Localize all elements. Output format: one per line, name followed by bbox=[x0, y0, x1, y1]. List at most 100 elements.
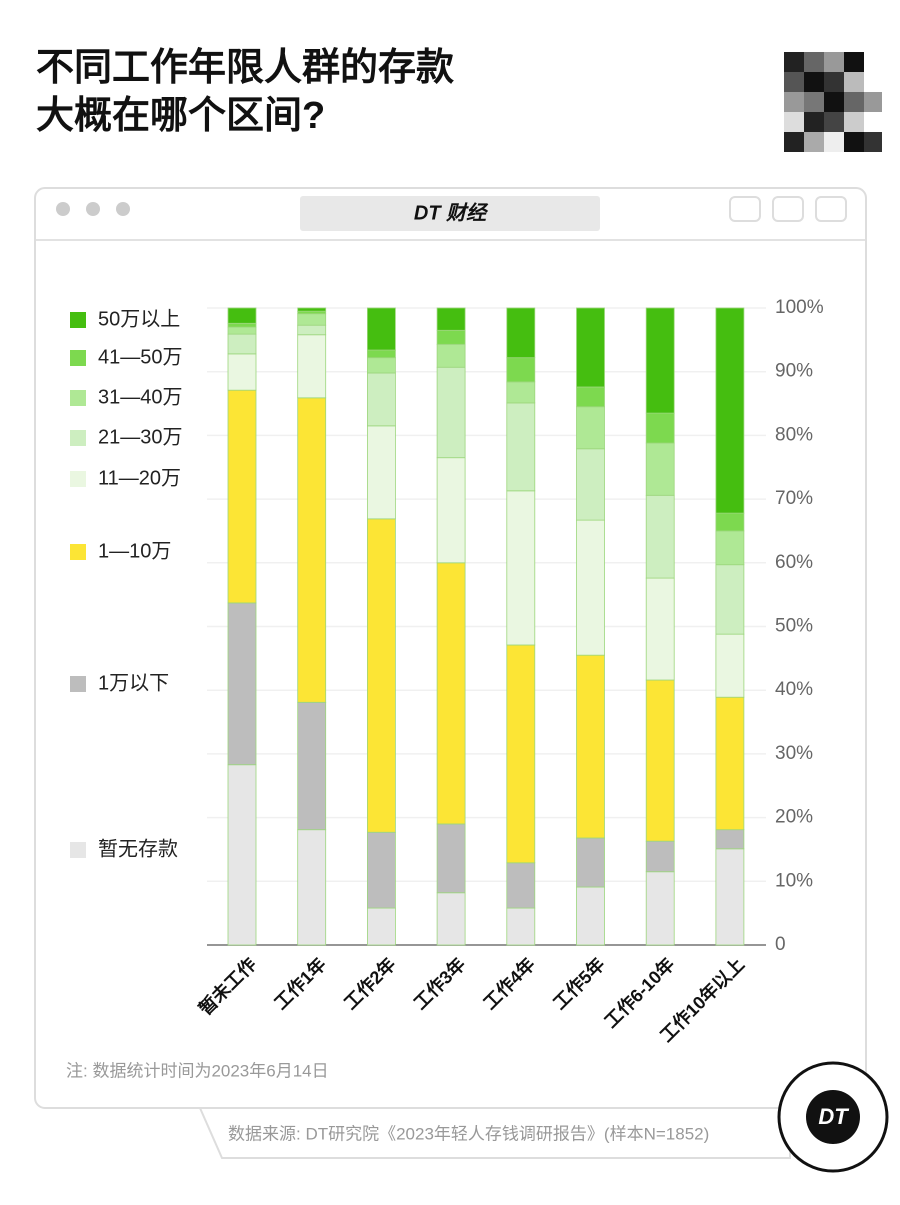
y-tick-label: 60% bbox=[775, 552, 813, 573]
bar-segment bbox=[645, 494, 675, 579]
bar-segment bbox=[715, 696, 745, 831]
bar-segment bbox=[227, 326, 257, 335]
bar-segment bbox=[506, 307, 536, 359]
address-bar bbox=[300, 196, 600, 231]
y-tick-label: 10% bbox=[775, 870, 813, 891]
bar-segment bbox=[576, 386, 605, 408]
bar-segment bbox=[715, 848, 745, 946]
bar-segment bbox=[715, 512, 745, 532]
bar-segment bbox=[506, 644, 536, 864]
bar-segment bbox=[436, 892, 466, 946]
bar-segment bbox=[715, 633, 745, 698]
title-line: 不同工作年限人群的存款 bbox=[36, 47, 454, 89]
window-button[interactable] bbox=[86, 202, 100, 216]
window-button[interactable] bbox=[56, 202, 70, 216]
window-icon[interactable] bbox=[815, 196, 847, 222]
bar-segment bbox=[506, 490, 536, 646]
y-tick-label: 0 bbox=[775, 934, 786, 955]
bar-segment bbox=[366, 357, 396, 374]
bar-segment bbox=[436, 457, 466, 564]
bar-segment bbox=[506, 907, 536, 946]
bar-segment bbox=[297, 829, 327, 946]
legend-swatch bbox=[70, 676, 86, 692]
window-icon[interactable] bbox=[772, 196, 804, 222]
bar-segment bbox=[645, 307, 675, 414]
bar-segment bbox=[715, 530, 745, 566]
legend-label: 暂无存款 bbox=[98, 837, 178, 860]
bar-segment bbox=[436, 562, 466, 825]
bar-segment bbox=[297, 397, 327, 703]
bar-segment bbox=[227, 602, 257, 766]
legend-swatch bbox=[70, 430, 86, 446]
bar-segment bbox=[436, 307, 466, 331]
bar-segment bbox=[227, 353, 257, 391]
bar-segment bbox=[506, 381, 536, 404]
legend-label: 50万以上 bbox=[98, 307, 180, 330]
source-tab bbox=[198, 1107, 791, 1159]
bar-segment bbox=[576, 307, 605, 388]
legend-label: 1万以下 bbox=[98, 672, 169, 694]
legend-label: 21—30万 bbox=[98, 426, 183, 448]
window-icon[interactable] bbox=[729, 196, 761, 222]
window-button[interactable] bbox=[116, 202, 130, 216]
bar-segment bbox=[576, 448, 605, 521]
brand: DT 财经 bbox=[414, 201, 489, 224]
bar-segment bbox=[645, 577, 675, 681]
bar-segment bbox=[436, 823, 466, 894]
legend-label: 31—40万 bbox=[98, 386, 183, 408]
legend-swatch bbox=[70, 390, 86, 406]
legend-swatch bbox=[70, 350, 86, 366]
bar-segment bbox=[715, 307, 745, 514]
bar-segment bbox=[645, 442, 675, 496]
bar-segment bbox=[576, 654, 605, 839]
bar-segment bbox=[645, 840, 675, 873]
bar-segment bbox=[297, 307, 327, 312]
bar-segment bbox=[715, 829, 745, 850]
pixel-icon bbox=[784, 52, 882, 152]
bar-segment bbox=[436, 343, 466, 368]
y-tick-label: 80% bbox=[775, 424, 813, 445]
title-line: 大概在哪个区间? bbox=[36, 95, 325, 137]
logo-disc bbox=[806, 1090, 860, 1144]
y-tick-label: 20% bbox=[775, 807, 813, 828]
bar-segment bbox=[227, 764, 257, 946]
bar-segment bbox=[506, 357, 536, 383]
bar-segment bbox=[297, 334, 327, 399]
bar-segment bbox=[366, 307, 396, 351]
y-tick-label: 40% bbox=[775, 679, 813, 700]
y-tick-label: 30% bbox=[775, 743, 813, 764]
bar-segment bbox=[227, 307, 257, 324]
legend-swatch bbox=[70, 312, 86, 328]
y-tick-label: 90% bbox=[775, 361, 813, 382]
source: 数据来源: DT研究院《2023年轻人存钱调研报告》(样本N=1852) bbox=[228, 1124, 709, 1143]
bar-segment bbox=[715, 564, 745, 635]
y-tick-label: 100% bbox=[775, 297, 824, 318]
bar-segment bbox=[576, 406, 605, 450]
bar-segment bbox=[297, 313, 327, 326]
bar-segment bbox=[645, 679, 675, 842]
bar-segment bbox=[227, 389, 257, 604]
bar-segment bbox=[366, 425, 396, 520]
bar-segment bbox=[576, 886, 605, 946]
bar-segment bbox=[436, 329, 466, 345]
bar-segment bbox=[366, 372, 396, 427]
bar-segment bbox=[645, 871, 675, 946]
bar-segment bbox=[227, 322, 257, 328]
bar-segment bbox=[366, 349, 396, 359]
legend-label: 1—10万 bbox=[98, 540, 171, 562]
bar-segment bbox=[366, 907, 396, 946]
bar-segment bbox=[436, 366, 466, 459]
bar-segment bbox=[297, 701, 327, 831]
bar-segment bbox=[366, 831, 396, 909]
bar-segment bbox=[297, 324, 327, 336]
bar-segment bbox=[506, 402, 536, 492]
legend-label: 11—20万 bbox=[98, 467, 181, 489]
bar-segment bbox=[227, 333, 257, 355]
bar-segment bbox=[576, 837, 605, 888]
bar-segment bbox=[506, 862, 536, 909]
legend-swatch bbox=[70, 544, 86, 560]
y-tick-label: 70% bbox=[775, 488, 813, 509]
legend-swatch bbox=[70, 842, 86, 858]
note: 注: 数据统计时间为2023年6月14日 bbox=[66, 1061, 329, 1080]
